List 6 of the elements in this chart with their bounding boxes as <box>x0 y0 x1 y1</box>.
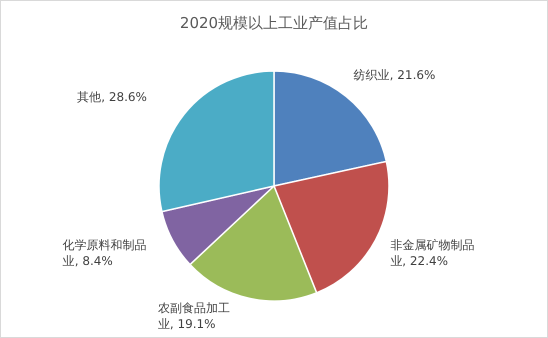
slice-label: 纺织业, 21.6% <box>354 66 436 83</box>
chart-title: 2020规模以上工业产值占比 <box>180 14 368 32</box>
slice-label: 化学原料和制品业, 8.4% <box>62 237 147 270</box>
slice-label: 其他, 28.6% <box>77 88 148 105</box>
slice-label: 农副食品加工业, 19.1% <box>158 300 231 332</box>
slice-label: 非金属矿物制品业, 22.4% <box>390 237 474 270</box>
